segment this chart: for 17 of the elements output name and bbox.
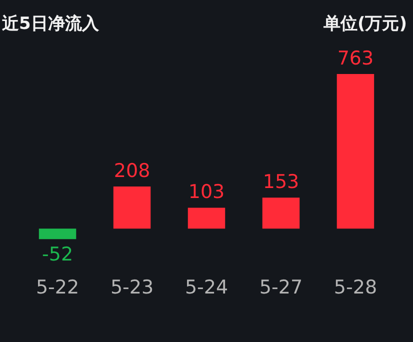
data-label: -52 <box>42 244 74 266</box>
chart-subtitle: 单位(万元) <box>323 13 407 35</box>
bar <box>113 186 151 229</box>
x-tick-label: 5-23 <box>110 276 154 299</box>
bar <box>38 228 76 240</box>
bar <box>262 198 300 229</box>
bar <box>336 74 374 229</box>
data-label: 208 <box>114 160 150 182</box>
data-label: 153 <box>262 171 300 194</box>
x-tick-label: 5-28 <box>334 276 378 299</box>
data-label: 103 <box>188 181 225 204</box>
bar <box>188 208 226 229</box>
x-tick-label: 5-24 <box>184 276 228 299</box>
x-tick-label: 5-27 <box>259 276 303 299</box>
x-tick-label: 5-22 <box>36 276 80 299</box>
chart-title: 近5日净流入 <box>2 13 99 35</box>
data-label: 763 <box>337 47 374 70</box>
